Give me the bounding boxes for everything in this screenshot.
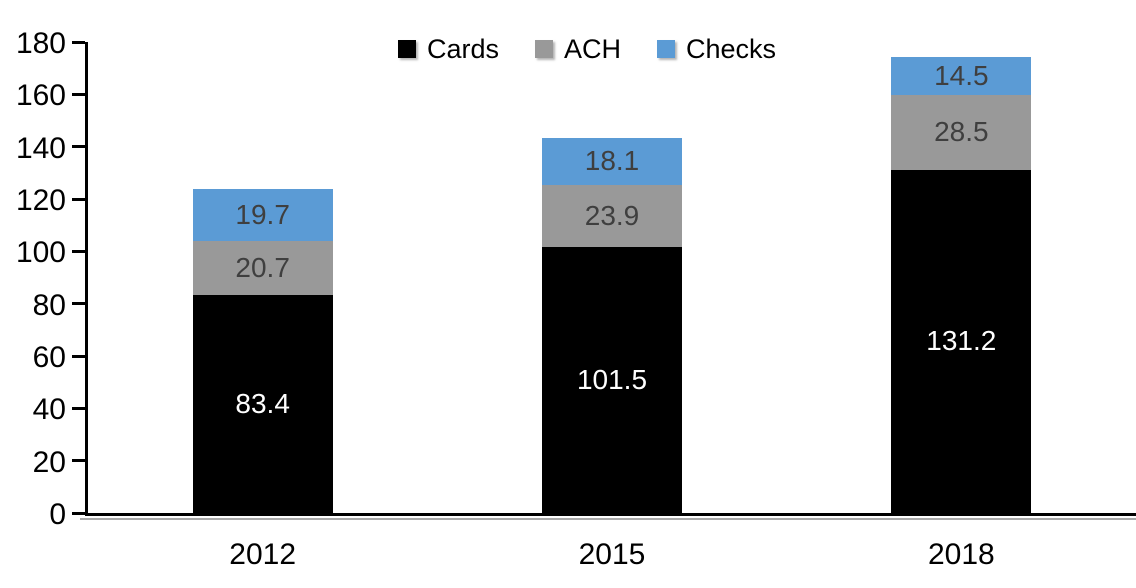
bar-value-label: 28.5 (934, 116, 989, 148)
y-axis-tick (72, 406, 85, 410)
bar-segment-ach-2018: 28.5 (891, 95, 1032, 170)
bar-value-label: 83.4 (235, 387, 290, 419)
legend-swatch-checks-icon (657, 40, 675, 58)
y-tick-label: 20 (32, 445, 66, 479)
x-axis-shadow (80, 518, 1136, 520)
chart-legend: Cards ACH Checks (0, 32, 1136, 66)
y-axis-tick (72, 92, 85, 96)
bar-segment-cards-2012: 83.4 (192, 294, 333, 513)
bar-value-label: 19.7 (235, 198, 290, 230)
legend-item-checks: Checks (657, 33, 777, 64)
y-tick-label: 100 (15, 236, 66, 270)
y-axis-tick (72, 40, 85, 44)
legend-swatch-ach-icon (534, 40, 553, 58)
bar-segment-ach-2015: 23.9 (542, 184, 682, 248)
bar-value-label: 20.7 (235, 251, 290, 283)
y-axis-tick (72, 511, 85, 515)
bar-segment-ach-2012: 20.7 (192, 240, 333, 295)
x-tick-label: 2018 (927, 538, 995, 571)
legend-label: Checks (686, 33, 777, 64)
bar-segment-checks-2018: 14.5 (891, 57, 1032, 96)
bar-segment-checks-2012: 19.7 (192, 189, 333, 241)
bar-value-label: 23.9 (584, 200, 640, 232)
y-tick-label: 0 (49, 498, 66, 531)
bar-segment-checks-2015: 18.1 (542, 137, 682, 185)
y-tick-label: 180 (15, 27, 66, 60)
x-axis-line (85, 513, 1136, 516)
y-tick-label: 40 (32, 393, 66, 427)
y-axis-tick (72, 459, 85, 463)
y-axis-tick (72, 354, 85, 358)
y-tick-label: 120 (15, 184, 66, 217)
bar-value-label: 14.5 (934, 60, 989, 92)
y-axis-tick (72, 197, 85, 201)
y-axis-tick (72, 249, 85, 253)
legend-label: ACH (563, 33, 621, 64)
y-axis-line (85, 42, 88, 513)
bar-value-label: 131.2 (926, 325, 997, 357)
y-axis-tick (72, 302, 85, 306)
x-tick-label: 2012 (229, 538, 297, 571)
bar-value-label: 18.1 (584, 145, 640, 177)
y-tick-label: 140 (15, 131, 66, 165)
y-tick-label: 60 (32, 341, 66, 374)
x-tick-label: 2015 (578, 538, 646, 571)
legend-item-cards: Cards (397, 33, 499, 64)
legend-item-ach: ACH (534, 33, 621, 64)
legend-label: Cards (426, 33, 499, 64)
y-tick-label: 160 (15, 79, 66, 113)
bar-segment-cards-2018: 131.2 (891, 169, 1032, 513)
y-tick-label: 80 (32, 288, 66, 322)
bar-segment-cards-2015: 101.5 (542, 247, 682, 513)
y-axis-tick (72, 145, 85, 149)
legend-swatch-cards-icon (397, 40, 416, 58)
bar-value-label: 101.5 (576, 364, 648, 396)
